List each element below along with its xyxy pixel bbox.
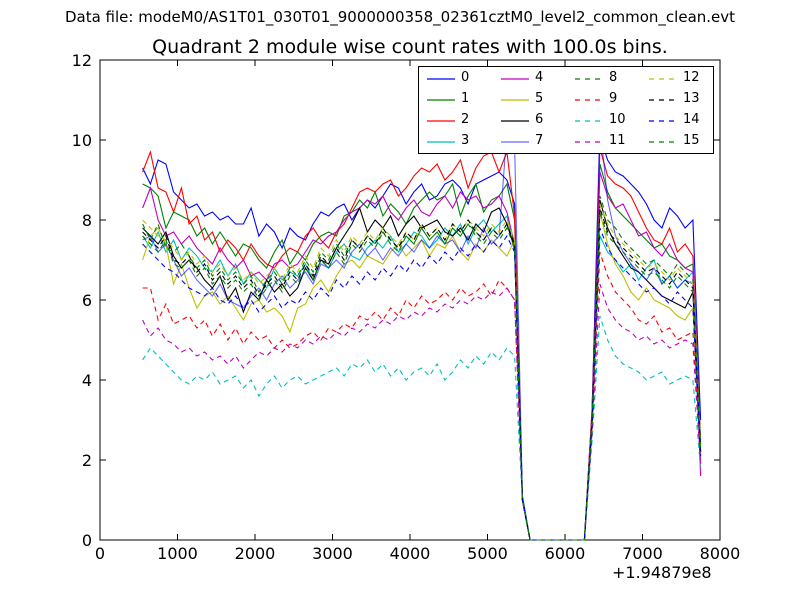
legend-label: 3 [461,133,470,148]
series-line-13 [142,207,702,541]
legend-label: 15 [683,133,700,148]
series-line-15 [142,211,702,541]
legend-entry-6: 6 [493,111,563,131]
legend-label: 9 [609,91,618,106]
legend-swatch [575,78,603,80]
legend-entry-11: 11 [567,132,637,152]
x-offset-label: +1.94879e8 [612,563,712,582]
series-line-2 [142,147,702,541]
legend-entry-0: 0 [419,69,489,89]
series-line-6 [142,199,702,541]
axis-layer: 0 1000 2000 3000 4000 5000 6000 7000 80000246810… [72,51,741,563]
x-tick-label: 6000 [545,544,586,563]
legend-entry-14: 14 [641,111,711,131]
figure-suptitle: Data file: modeM0/AS1T01_030T01_90000003… [64,8,736,26]
legend-label: 8 [609,70,618,85]
legend-label: 7 [535,133,544,148]
legend-entry-5: 5 [493,90,563,110]
legend-swatch [575,141,603,143]
legend-label: 4 [535,70,544,85]
legend-swatch [649,99,677,101]
series-line-7 [142,123,702,541]
series-line-10 [142,315,702,541]
x-tick-label: 1000 [157,544,198,563]
legend-label: 2 [461,112,470,127]
legend-entry-3: 3 [419,132,489,152]
legend-entry-4: 4 [493,69,563,89]
y-tick-label: 8 [82,211,92,230]
legend-swatch [649,78,677,80]
series-line-12 [142,203,702,541]
legend-swatch [501,99,529,101]
legend-entry-13: 13 [641,90,711,110]
y-tick-label: 0 [82,531,92,550]
legend-swatch [575,99,603,101]
legend-swatch [649,141,677,143]
x-tick-label: 8000 [700,544,741,563]
legend-swatch [649,120,677,122]
legend-entry-2: 2 [419,111,489,131]
x-tick-label: 5000 [467,544,508,563]
x-tick-label: 3000 [312,544,353,563]
legend-swatch [501,120,529,122]
series-line-11 [142,283,702,541]
legend-entry-8: 8 [567,69,637,89]
legend-label: 6 [535,112,544,127]
chart-title: Quadrant 2 module wise count rates with … [152,36,668,58]
legend-label: 10 [609,112,626,127]
legend-swatch [501,141,529,143]
legend-label: 11 [609,133,626,148]
x-tick-label: 7000 [622,544,663,563]
series-line-1 [142,163,702,541]
y-tick-label: 2 [82,451,92,470]
legend-entry-10: 10 [567,111,637,131]
series-line-14 [142,227,702,541]
y-tick-label: 12 [72,51,92,70]
y-tick-label: 4 [82,371,92,390]
legend-label: 13 [683,91,700,106]
legend-swatch [427,120,455,122]
legend-swatch [427,78,455,80]
series-layer [142,123,702,541]
legend-swatch [501,78,529,80]
y-tick-label: 10 [72,131,92,150]
legend-entry-15: 15 [641,132,711,152]
series-line-8 [142,195,702,541]
legend-entry-9: 9 [567,90,637,110]
series-line-3 [142,214,702,541]
series-line-9 [142,251,702,541]
legend-entry-1: 1 [419,90,489,110]
legend-swatch [427,99,455,101]
legend-label: 12 [683,70,700,85]
legend-entry-7: 7 [493,132,563,152]
series-line-0 [142,135,702,541]
legend-label: 0 [461,70,470,85]
legend-label: 14 [683,112,700,127]
legend-label: 1 [461,91,470,106]
x-tick-label: 4000 [390,544,431,563]
x-tick-label: 0 [95,544,105,563]
legend-swatch [427,141,455,143]
legend-entry-12: 12 [641,69,711,89]
legend: 0 1 2 3 4 5 6 7 8 9 10 11 12 13 14 15 [418,66,714,154]
y-tick-label: 6 [82,291,92,310]
x-tick-label: 2000 [235,544,276,563]
legend-label: 5 [535,91,544,106]
legend-swatch [575,120,603,122]
